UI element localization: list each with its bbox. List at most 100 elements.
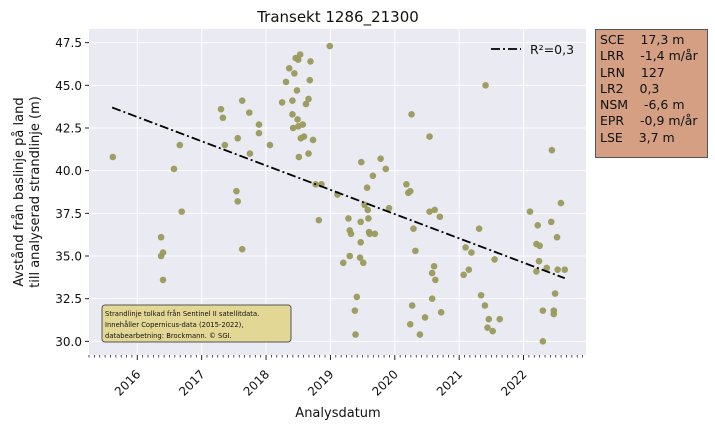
data-point <box>358 158 365 166</box>
data-point <box>305 150 312 157</box>
stat-lse: LSE 3,7 m <box>600 129 675 145</box>
y-tick-label: 40.0 <box>55 164 82 178</box>
stat-lrn: LRN 127 <box>600 64 665 80</box>
data-point <box>533 268 540 275</box>
data-point <box>278 99 286 106</box>
data-point <box>548 146 556 154</box>
data-point <box>366 230 373 238</box>
data-point <box>431 206 439 214</box>
data-point <box>365 215 372 222</box>
data-point <box>475 225 483 232</box>
data-point <box>296 51 304 58</box>
data-point <box>234 198 242 205</box>
x-tick-label: 2017 <box>176 367 207 398</box>
attribution-box <box>101 304 292 343</box>
data-point <box>352 331 359 338</box>
data-point <box>428 269 436 277</box>
data-point <box>307 58 314 65</box>
y-axis-label-line: Avstånd från baslinje på land <box>12 97 27 286</box>
data-point <box>437 309 445 316</box>
data-point <box>481 302 489 309</box>
data-point <box>295 153 303 161</box>
data-point <box>346 252 354 260</box>
data-point <box>550 310 558 318</box>
data-point <box>306 76 314 84</box>
x-axis-label: Analysdatum <box>295 406 380 421</box>
y-tick-label: 32.5 <box>55 292 82 306</box>
x-tick-label: 2018 <box>241 367 272 398</box>
data-point <box>345 215 352 222</box>
data-point <box>539 338 547 345</box>
data-point <box>326 42 334 50</box>
data-point <box>266 141 274 149</box>
attribution-line-3: databearbetning: Brockmann. © SGI. <box>105 332 232 340</box>
data-point <box>300 133 308 140</box>
data-point <box>291 70 298 77</box>
data-point <box>432 276 439 284</box>
data-point <box>436 213 444 221</box>
data-point <box>219 114 227 122</box>
chart-title: Transekt 1286_21300 <box>256 8 419 27</box>
data-point <box>536 242 543 250</box>
data-point <box>178 208 186 215</box>
attribution-line-2: Innehåller Copernicus-data (2015-2022), <box>105 320 243 329</box>
data-point <box>238 245 246 253</box>
stat-lr2: LR2 0,3 <box>600 80 660 96</box>
data-point <box>238 97 246 104</box>
data-point <box>421 314 429 321</box>
data-point <box>293 87 301 94</box>
stat-epr: EPR -0,9 m/år <box>600 113 698 129</box>
data-point <box>465 266 473 273</box>
data-point <box>412 247 419 255</box>
data-point <box>299 121 307 128</box>
data-point <box>416 331 424 338</box>
x-minor-ticks <box>88 355 583 358</box>
data-point <box>408 111 415 118</box>
data-point <box>363 184 371 192</box>
data-point <box>315 216 323 224</box>
data-point <box>554 266 561 273</box>
data-point <box>159 249 167 256</box>
data-point <box>109 153 117 161</box>
data-point <box>357 218 364 226</box>
data-point <box>547 218 555 226</box>
data-point <box>217 105 225 113</box>
data-point <box>408 302 416 309</box>
data-point <box>539 307 547 314</box>
data-point <box>526 208 534 215</box>
data-point <box>377 155 384 163</box>
y-tick-label: 47.5 <box>55 36 82 50</box>
x-tick-label: 2020 <box>369 367 400 398</box>
x-tick-label: 2022 <box>498 367 529 398</box>
attribution-note: Strandlinje tolkad från Sentinel II sate… <box>101 304 292 343</box>
data-point <box>557 199 565 207</box>
data-point <box>289 111 296 118</box>
x-tick-label: 2016 <box>112 367 143 398</box>
data-point <box>347 230 355 238</box>
data-point <box>246 109 253 116</box>
data-point <box>233 187 240 195</box>
stat-lrr: LRR -1,4 m/år <box>600 48 698 64</box>
data-point <box>553 233 561 241</box>
data-point <box>234 134 242 142</box>
y-tick-label: 45.0 <box>55 79 82 93</box>
data-point <box>305 95 312 103</box>
data-point <box>255 129 263 137</box>
data-point <box>428 295 436 302</box>
data-point <box>430 262 438 270</box>
stat-sce: SCE 17,3 m <box>600 32 685 47</box>
data-point <box>382 165 390 173</box>
legend: R²=0,3 <box>491 42 574 57</box>
data-points <box>109 42 569 345</box>
data-point <box>353 293 361 301</box>
data-point <box>426 133 433 140</box>
data-point <box>534 221 542 229</box>
data-point <box>485 315 493 323</box>
data-point <box>496 315 504 323</box>
x-tick-label: 2019 <box>305 367 336 398</box>
data-point <box>551 290 559 297</box>
data-point <box>302 100 310 108</box>
legend-label: R²=0,3 <box>530 42 574 57</box>
data-point <box>406 320 414 328</box>
data-point <box>221 141 229 149</box>
